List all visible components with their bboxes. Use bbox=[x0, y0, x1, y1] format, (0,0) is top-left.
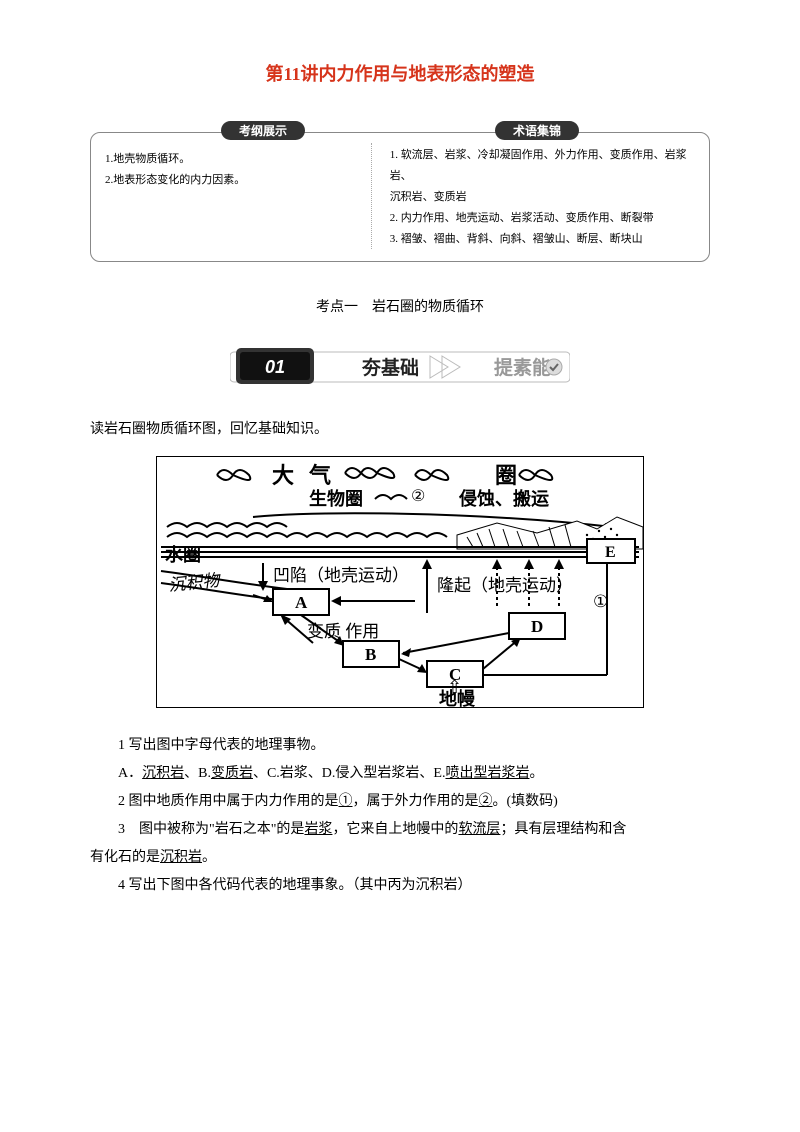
ans-q3-2: 软流层 bbox=[458, 822, 500, 837]
ans-q2-1: ① bbox=[339, 794, 353, 809]
svg-text:凹陷（地壳运动）: 凹陷（地壳运动） bbox=[273, 566, 409, 585]
badge-sub: 提素能 bbox=[494, 356, 551, 379]
svg-text:⇧: ⇧ bbox=[447, 677, 462, 697]
svg-text:圈: 圈 bbox=[495, 463, 517, 488]
q3-line2: 有化石的是沉积岩。 bbox=[90, 844, 710, 872]
section-badge: 01 夯基础 提素能 bbox=[230, 346, 570, 388]
tab-outline: 考纲展示 bbox=[221, 121, 305, 140]
svg-text:A: A bbox=[295, 593, 308, 612]
terms-item: 1. 软流层、岩浆、冷却凝固作用、外力作用、变质作用、岩浆岩、 bbox=[390, 145, 695, 187]
rock-cycle-diagram: 大 气 圈 生物圈 ② 侵蚀、搬运 bbox=[156, 456, 644, 708]
ans-B: 变质岩 bbox=[211, 766, 253, 781]
svg-text:D: D bbox=[531, 617, 543, 636]
tab-terms: 术语集锦 bbox=[495, 121, 579, 140]
svg-text:变质 作用: 变质 作用 bbox=[307, 622, 379, 641]
ans-E: 喷出型岩浆岩 bbox=[445, 766, 529, 781]
svg-text:B: B bbox=[365, 645, 376, 664]
q1: 1 写出图中字母代表的地理事物。 bbox=[90, 732, 710, 760]
svg-text:生物圈: 生物圈 bbox=[309, 488, 363, 509]
svg-text:①: ① bbox=[593, 592, 608, 611]
page-title: 第11讲内力作用与地表形态的塑造 bbox=[90, 60, 710, 86]
outline-item: 2.地表形态变化的内力因素。 bbox=[105, 170, 359, 191]
svg-text:大: 大 bbox=[272, 463, 294, 488]
q1-answer: A．沉积岩、B.变质岩、C.岩浆、D.侵入型岩浆岩、E.喷出型岩浆岩。 bbox=[90, 760, 710, 788]
q4: 4 写出下图中各代码代表的地理事象。（其中丙为沉积岩） bbox=[90, 872, 710, 900]
svg-text:E: E bbox=[605, 544, 616, 561]
spec-box: 考纲展示 术语集锦 1.地壳物质循环。 2.地表形态变化的内力因素。 1. 软流… bbox=[90, 132, 710, 262]
terms-item: 2. 内力作用、地壳运动、岩浆活动、变质作用、断裂带 bbox=[390, 208, 695, 229]
svg-text:气: 气 bbox=[308, 463, 331, 488]
badge-number: 01 bbox=[265, 357, 285, 377]
ans-q3-1: 岩浆 bbox=[304, 822, 332, 837]
terms-item: 3. 褶皱、褶曲、背斜、向斜、褶皱山、断层、断块山 bbox=[390, 229, 695, 250]
outline-column: 1.地壳物质循环。 2.地表形态变化的内力因素。 bbox=[105, 143, 359, 249]
questions: 1 写出图中字母代表的地理事物。 A．沉积岩、B.变质岩、C.岩浆、D.侵入型岩… bbox=[90, 732, 710, 900]
badge-main: 夯基础 bbox=[361, 356, 419, 379]
ans-q2-2: ② bbox=[479, 794, 493, 809]
section-heading: 考点一 岩石圈的物质循环 bbox=[90, 296, 710, 316]
svg-text:②: ② bbox=[411, 488, 425, 505]
svg-text:侵蚀、搬运: 侵蚀、搬运 bbox=[458, 488, 549, 509]
terms-item: 沉积岩、变质岩 bbox=[390, 187, 695, 208]
lead-text: 读岩石圈物质循环图，回忆基础知识。 bbox=[90, 418, 710, 438]
terms-column: 1. 软流层、岩浆、冷却凝固作用、外力作用、变质作用、岩浆岩、 沉积岩、变质岩 … bbox=[371, 143, 695, 249]
svg-text:隆起（地壳运动）: 隆起（地壳运动） bbox=[437, 576, 573, 595]
q3-line1: 3 图中被称为"岩石之本"的是岩浆，它来自上地幔中的软流层；具有层理结构和含 bbox=[90, 816, 710, 844]
ans-A: 沉积岩 bbox=[142, 766, 184, 781]
outline-item: 1.地壳物质循环。 bbox=[105, 149, 359, 170]
q2: 2 图中地质作用中属于内力作用的是①，属于外力作用的是②。(填数码) bbox=[90, 788, 710, 816]
ans-q3-3: 沉积岩 bbox=[160, 850, 202, 865]
